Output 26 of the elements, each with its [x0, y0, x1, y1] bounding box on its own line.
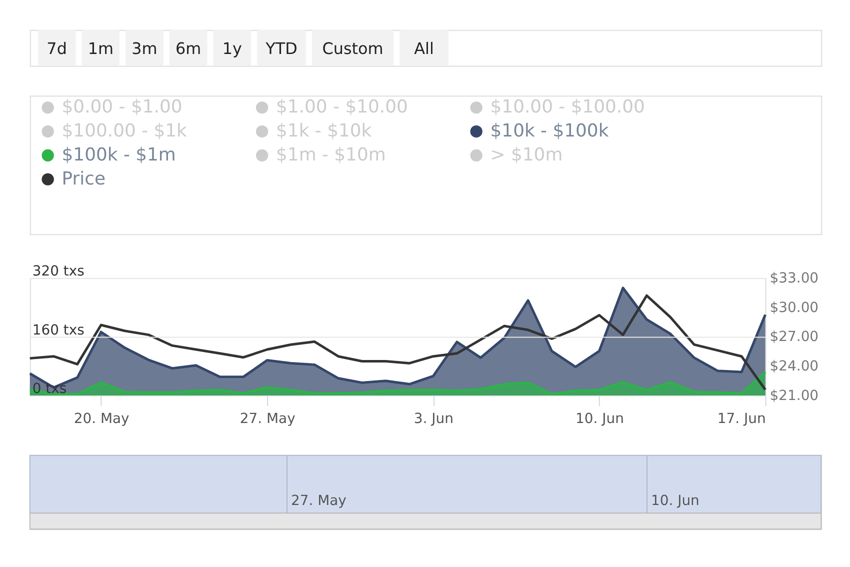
legend-label: $10k - $100k — [490, 120, 610, 142]
y2-tick-label: $24.00 — [770, 358, 819, 375]
x-tick-label: 10. Jun — [576, 410, 624, 427]
text: 1m — [88, 38, 114, 58]
x-tick-label: 17. Jun — [717, 410, 766, 427]
text: YTD — [264, 38, 298, 58]
x-tick-label: 3. Jun — [414, 410, 454, 427]
y2-tick-label: $30.00 — [770, 300, 819, 316]
y-tick-label: 0 txs — [32, 381, 67, 398]
y2-tick-label: $33.00 — [770, 270, 819, 286]
text: 10. Jun — [651, 493, 700, 510]
text: All — [414, 38, 434, 58]
legend-label: Price — [62, 168, 106, 190]
text: 6m — [176, 38, 202, 58]
y-tick-label: 320 txs — [32, 263, 84, 280]
y2-tick-label: $27.00 — [770, 329, 819, 346]
text: 27. May — [291, 493, 346, 510]
text: 3m — [132, 38, 158, 58]
text: Custom — [322, 38, 384, 58]
y-tick-label: 160 txs — [32, 322, 84, 338]
text: 1y — [222, 38, 242, 58]
x-tick-label: 27. May — [240, 410, 296, 427]
x-tick-label: 20. May — [74, 410, 130, 427]
text: 7d — [46, 38, 67, 58]
legend-label: $100k - $1m — [62, 144, 176, 166]
y2-tick-label: $21.00 — [770, 388, 819, 404]
